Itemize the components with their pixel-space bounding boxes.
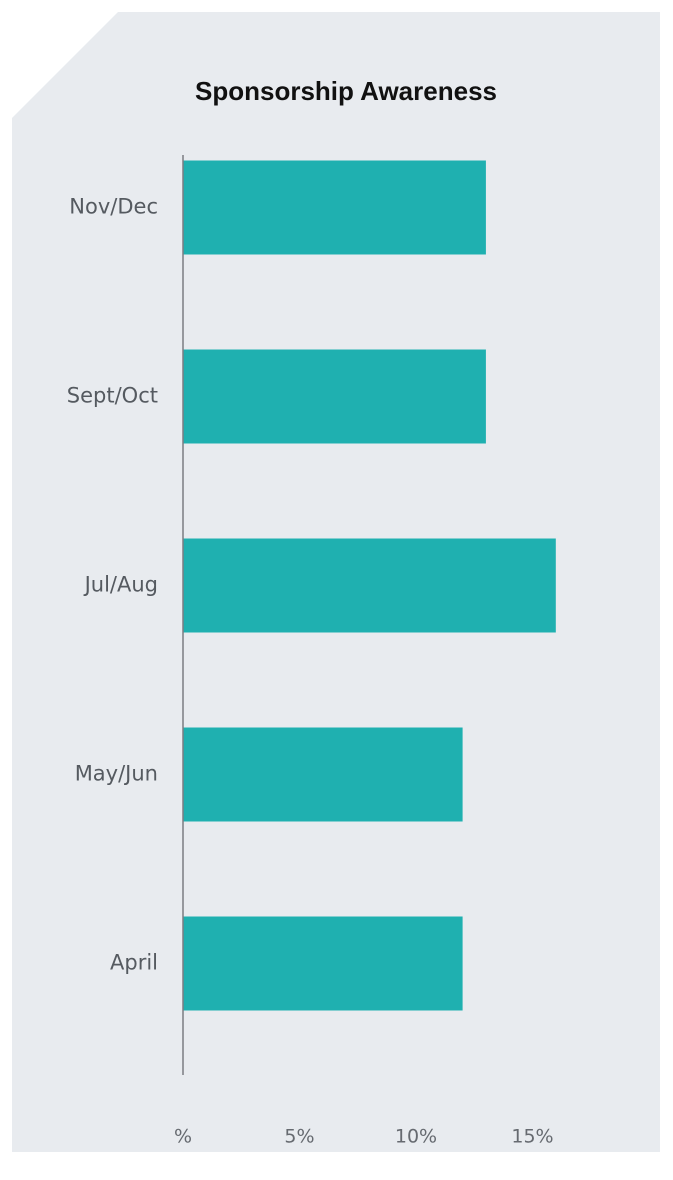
chart-title: Sponsorship Awareness [195, 76, 497, 106]
y-tick-label: Nov/Dec [69, 195, 158, 219]
y-tick-label: May/Jun [75, 762, 158, 786]
y-tick-label: Jul/Aug [83, 573, 158, 597]
bar [183, 349, 486, 444]
bar [183, 916, 463, 1011]
x-tick-label: 10% [395, 1126, 437, 1148]
x-tick-label: % [174, 1126, 192, 1148]
bar [183, 160, 486, 255]
bar [183, 727, 463, 822]
x-tick-label: 5% [284, 1126, 314, 1148]
y-tick-label: Sept/Oct [67, 384, 158, 408]
bar [183, 538, 556, 633]
x-tick-label: 15% [511, 1126, 553, 1148]
y-tick-label: April [110, 951, 158, 975]
